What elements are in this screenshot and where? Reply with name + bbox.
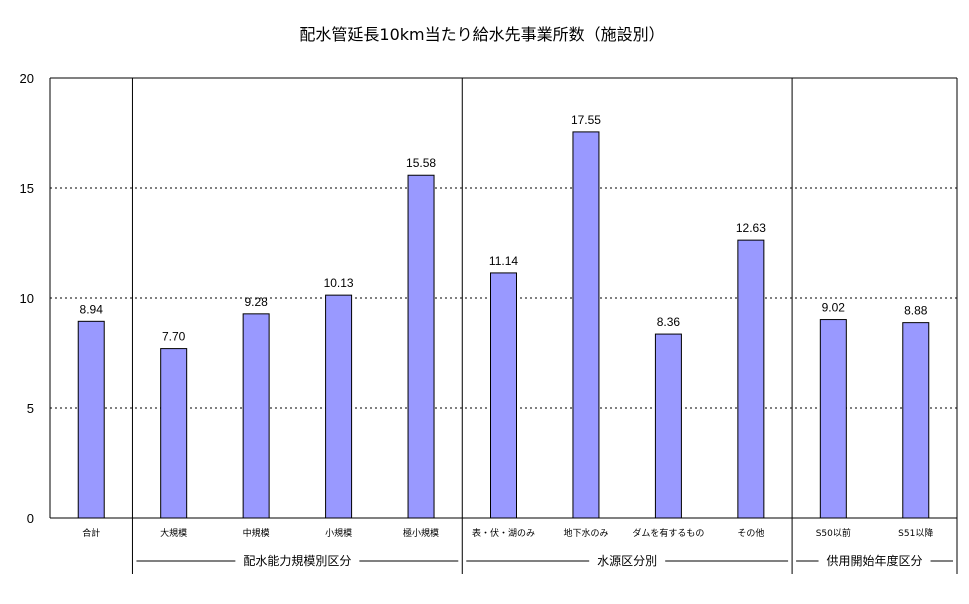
group-label: 供用開始年度区分 [827,553,923,568]
y-tick-label: 5 [27,401,34,416]
bar [737,239,765,519]
category-label: 大規模 [160,527,187,539]
y-tick-label: 20 [20,71,34,86]
y-tick-label: 0 [27,511,34,526]
category-label: 中規模 [243,527,270,539]
value-label: 15.58 [406,156,436,170]
bar [819,319,847,519]
bar [242,313,270,519]
y-axis-ticks: 0 5 10 15 20 [20,71,34,526]
category-label: 地下水のみ [563,527,608,539]
bars [77,131,930,519]
bar [325,294,353,519]
group-labels: 配水能力規模別区分 水源区分別 供用開始年度区分 [136,553,953,568]
group-label: 水源区分別 [597,554,657,568]
category-label: 小規模 [325,528,352,539]
value-label: 10.13 [324,276,354,290]
chart-title: 配水管延長10km当たり給水先事業所数（施設別） [299,25,664,44]
category-label: その他 [737,527,764,539]
value-label: 9.28 [244,295,268,309]
value-label: 8.88 [904,304,928,318]
bar [572,131,600,519]
category-labels: 合計 大規模 中規模 小規模 極小規模 表・伏・湖のみ 地下水のみ ダムを有するもの その他 S5… [82,527,933,539]
category-label: 合計 [82,527,100,539]
value-label: 12.63 [736,221,766,235]
value-label: 11.14 [489,254,518,268]
bar [160,348,188,519]
bar [654,333,682,519]
bar [490,272,517,519]
category-label: S51以降 [898,527,933,539]
value-labels: 8.94 7.70 9.28 10.13 15.58 11.14 17.55 8.36 12.6… [80,113,928,344]
value-label: 8.36 [657,315,681,329]
category-label: 極小規模 [403,527,439,539]
y-tick-label: 15 [20,181,34,196]
group-label: 配水能力規模別区分 [243,553,351,568]
value-label: 17.55 [571,113,601,127]
value-label: 7.70 [162,330,186,344]
category-label: 表・伏・湖のみ [472,527,535,539]
y-tick-label: 10 [20,291,34,306]
category-label: ダムを有するもの [632,527,704,539]
value-label: 9.02 [822,301,846,315]
bar [407,174,435,519]
value-label: 8.94 [80,302,104,316]
category-label: S50以前 [816,527,851,539]
bar [902,322,930,519]
bar [77,320,105,519]
